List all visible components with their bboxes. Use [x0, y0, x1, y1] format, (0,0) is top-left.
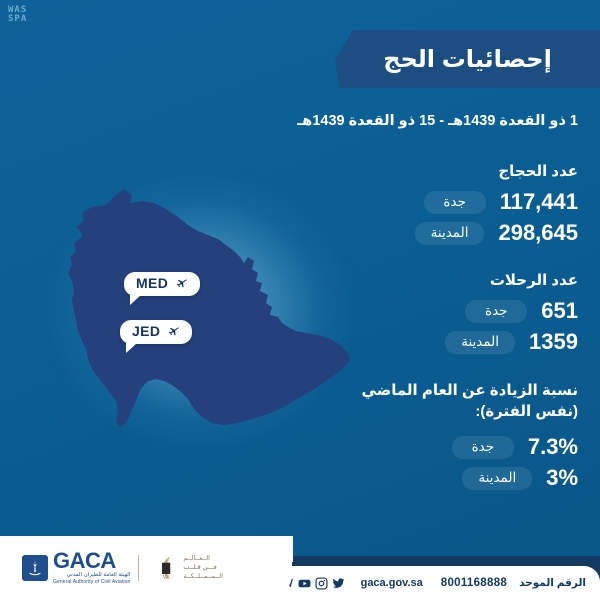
gaca-arabic-name: الهيئة العامة للطيران المدني	[66, 572, 131, 578]
world-logo-line-1: الــعــالــم	[183, 555, 210, 562]
gaca-logo[interactable]: GACA الهيئة العامة للطيران المدني Genera…	[12, 550, 130, 586]
page-title: إحصائيات الحج	[383, 45, 552, 73]
city-label: المدينة	[414, 221, 485, 245]
stat-block-flights: عدد الرحلات 651 جدة 1359 المدينة	[240, 271, 578, 354]
stat-block-increase: نسبة الزيادة عن العام الماضي (نفس الفترة…	[240, 380, 578, 490]
website-link[interactable]: gaca.gov.sa	[360, 577, 423, 589]
palm-and-swords-icon	[22, 555, 48, 581]
twitter-icon[interactable]	[332, 577, 345, 590]
world-logo-text: الــعــالــم فـــي قـلــب الــمــمــلــك…	[183, 555, 223, 581]
map-container: MED JED	[20, 165, 380, 455]
date-range: 1 ذو القعدة 1439هـ - 15 ذو القعدة 1439هـ	[297, 113, 578, 129]
map-pin-jed[interactable]: JED	[120, 320, 193, 353]
stat-heading: عدد الحجاج	[498, 163, 578, 180]
stat-row: 1359 المدينة	[240, 330, 578, 354]
city-label: جدة	[451, 435, 514, 459]
city-label: جدة	[465, 299, 528, 323]
stat-value: 3%	[546, 465, 578, 490]
map-pin-jed-bubble[interactable]: JED	[120, 320, 193, 344]
kaaba-emblem-icon	[162, 557, 171, 579]
stats-panel: 1 ذو القعدة 1439هـ - 15 ذو القعدة 1439هـ…	[230, 110, 600, 516]
airplane-icon	[169, 327, 180, 336]
stat-heading-line-1: نسبة الزيادة عن العام الماضي	[361, 382, 578, 399]
world-logo-line-2: فـــي قـلــب	[183, 564, 217, 571]
watermark-line-1: WAS	[8, 5, 28, 15]
stat-value: 651	[541, 298, 578, 323]
airplane-icon	[176, 279, 188, 288]
phone-label: الرقم الموحد	[519, 577, 586, 589]
stat-block-pilgrims: عدد الحجاج 117,441 جدة 298,645 المدينة	[240, 162, 578, 245]
gaca-wordmark-block: GACA الهيئة العامة للطيران المدني Genera…	[53, 550, 130, 586]
gaca-english-name: General Authority of Civil Aviation	[53, 579, 131, 585]
map-pin-jed-tail	[126, 343, 137, 353]
map-pin-med-tail	[130, 295, 141, 305]
saudi-arabia-map-icon	[68, 189, 350, 427]
world-in-kingdom-logo[interactable]: الــعــالــم فـــي قـلــب الــمــمــلــك…	[147, 553, 223, 583]
map-pin-med-bubble[interactable]: MED	[124, 272, 201, 296]
city-label: المدينة	[462, 466, 533, 490]
title-banner: إحصائيات الحج	[335, 30, 600, 88]
stat-row: 3% المدينة	[240, 466, 578, 490]
map-pin-jed-label: JED	[132, 323, 161, 339]
stat-heading: نسبة الزيادة عن العام الماضي (نفس الفترة…	[240, 380, 578, 422]
stat-row: 7.3% جدة	[240, 435, 578, 459]
map-pin-med[interactable]: MED	[124, 272, 201, 305]
stat-value: 117,441	[499, 189, 578, 214]
stat-value: 1359	[529, 329, 578, 354]
stat-value: 298,645	[498, 220, 578, 245]
city-label: المدينة	[445, 330, 516, 354]
city-label: جدة	[423, 190, 486, 214]
stat-value: 7.3%	[527, 434, 578, 459]
watermark-line-2: SPA	[8, 14, 28, 24]
stat-row: 651 جدة	[240, 299, 578, 323]
stat-heading: عدد الرحلات	[489, 272, 578, 289]
youtube-icon[interactable]	[298, 577, 311, 590]
map-pin-med-label: MED	[136, 275, 169, 291]
logo-divider	[138, 555, 140, 581]
instagram-icon[interactable]	[315, 576, 328, 590]
footer-logo-panel: GACA الهيئة العامة للطيران المدني Genera…	[0, 536, 293, 600]
world-logo-line-3: الــمــمــلــكــة	[183, 573, 223, 580]
stat-heading-line-2: (نفس الفترة):	[475, 403, 578, 420]
agency-watermark: WAS SPA	[8, 6, 27, 24]
gaca-wordmark: GACA	[53, 548, 116, 573]
stat-row: 117,441 جدة	[240, 190, 578, 214]
stat-row: 298,645 المدينة	[240, 221, 578, 245]
phone-number[interactable]: 8001168888	[440, 577, 508, 589]
